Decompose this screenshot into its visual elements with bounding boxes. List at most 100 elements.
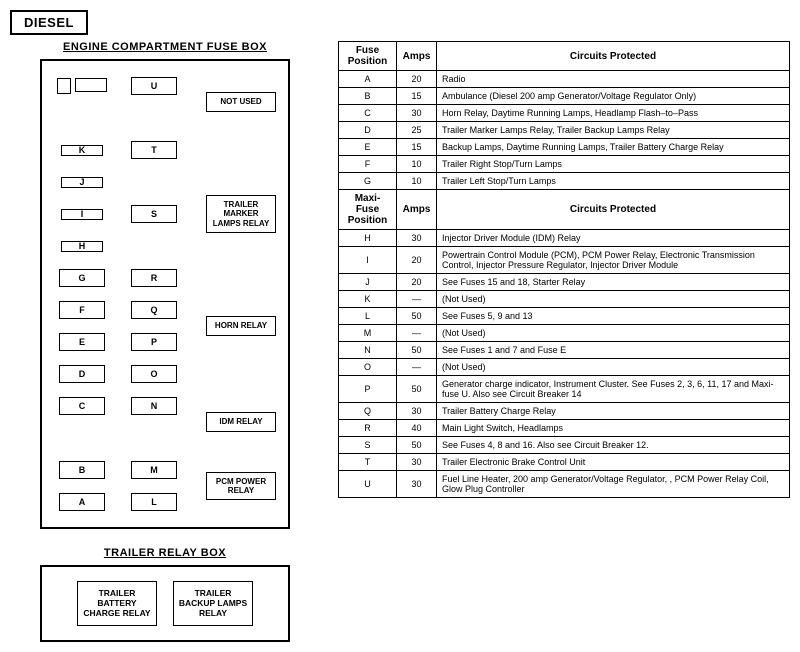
relay-pcm-power: PCM POWER RELAY — [206, 472, 276, 500]
cell-position: N — [339, 342, 397, 359]
cell-circuits: See Fuses 5, 9 and 13 — [437, 308, 790, 325]
cell-circuits: (Not Used) — [437, 325, 790, 342]
fuse-slot-s: S — [131, 205, 177, 223]
cell-circuits: See Fuses 15 and 18, Starter Relay — [437, 274, 790, 291]
cell-amps: — — [397, 359, 437, 376]
cell-amps: — — [397, 291, 437, 308]
cell-amps: 30 — [397, 471, 437, 498]
trailer-relay-box: TRAILER BATTERY CHARGE RELAY TRAILER BAC… — [40, 565, 290, 642]
fuse-slot-d: D — [59, 365, 105, 383]
fuse-slot-a: A — [59, 493, 105, 511]
fuse-slot-n: N — [131, 397, 177, 415]
cell-amps: 50 — [397, 342, 437, 359]
cell-amps: 15 — [397, 88, 437, 105]
cell-position: B — [339, 88, 397, 105]
cell-position: C — [339, 105, 397, 122]
cell-position: J — [339, 274, 397, 291]
table-header-maxi: Maxi-Fuse Position Amps Circuits Protect… — [339, 190, 790, 230]
trailer-backup-lamps-relay: TRAILER BACKUP LAMPS RELAY — [173, 581, 253, 626]
cell-position: M — [339, 325, 397, 342]
cell-position: U — [339, 471, 397, 498]
cell-amps: 30 — [397, 230, 437, 247]
table-row: C30Horn Relay, Daytime Running Lamps, He… — [339, 105, 790, 122]
table-row: E15Backup Lamps, Daytime Running Lamps, … — [339, 139, 790, 156]
cell-position: H — [339, 230, 397, 247]
engine-box-title: ENGINE COMPARTMENT FUSE BOX — [10, 41, 320, 53]
table-row: J20See Fuses 15 and 18, Starter Relay — [339, 274, 790, 291]
table-row: U30Fuel Line Heater, 200 amp Generator/V… — [339, 471, 790, 498]
cell-position: O — [339, 359, 397, 376]
cell-position: F — [339, 156, 397, 173]
table-row: H30Injector Driver Module (IDM) Relay — [339, 230, 790, 247]
right-column: Fuse Position Amps Circuits Protected A2… — [338, 41, 790, 498]
cell-amps: 50 — [397, 308, 437, 325]
cell-circuits: Powertrain Control Module (PCM), PCM Pow… — [437, 247, 790, 274]
cell-circuits: Main Light Switch, Headlamps — [437, 420, 790, 437]
fuse-slot-k: K — [61, 145, 103, 156]
table-row: R40Main Light Switch, Headlamps — [339, 420, 790, 437]
cell-amps: 10 — [397, 173, 437, 190]
cell-amps: 15 — [397, 139, 437, 156]
table-row: Q30Trailer Battery Charge Relay — [339, 403, 790, 420]
table-row: A20Radio — [339, 71, 790, 88]
fuse-slot-p: P — [131, 333, 177, 351]
cell-circuits: Trailer Battery Charge Relay — [437, 403, 790, 420]
table-header-fuse: Fuse Position Amps Circuits Protected — [339, 42, 790, 71]
cell-amps: 50 — [397, 376, 437, 403]
table-row: L50See Fuses 5, 9 and 13 — [339, 308, 790, 325]
cell-amps: 20 — [397, 71, 437, 88]
cell-amps: 25 — [397, 122, 437, 139]
fuse-slot-r: R — [131, 269, 177, 287]
cell-circuits: Backup Lamps, Daytime Running Lamps, Tra… — [437, 139, 790, 156]
fuse-slot-j: J — [61, 177, 103, 188]
table-row: B15Ambulance (Diesel 200 amp Generator/V… — [339, 88, 790, 105]
left-column: ENGINE COMPARTMENT FUSE BOX U NOT USED K… — [10, 41, 320, 642]
table-row: O—(Not Used) — [339, 359, 790, 376]
table-row: I20Powertrain Control Module (PCM), PCM … — [339, 247, 790, 274]
cell-circuits: Trailer Left Stop/Turn Lamps — [437, 173, 790, 190]
cell-circuits: Generator charge indicator, Instrument C… — [437, 376, 790, 403]
cell-position: K — [339, 291, 397, 308]
cell-circuits: (Not Used) — [437, 359, 790, 376]
fuse-slot-o: O — [131, 365, 177, 383]
cell-circuits: Trailer Right Stop/Turn Lamps — [437, 156, 790, 173]
table-row: M—(Not Used) — [339, 325, 790, 342]
fuse-slot-b: B — [59, 461, 105, 479]
hdr-maxi-amps: Amps — [397, 190, 437, 230]
cell-circuits: Ambulance (Diesel 200 amp Generator/Volt… — [437, 88, 790, 105]
cell-position: G — [339, 173, 397, 190]
cell-circuits: Radio — [437, 71, 790, 88]
cell-circuits: Trailer Electronic Brake Control Unit — [437, 454, 790, 471]
cell-circuits: Trailer Marker Lamps Relay, Trailer Back… — [437, 122, 790, 139]
relay-horn: HORN RELAY — [206, 316, 276, 335]
cell-circuits: See Fuses 1 and 7 and Fuse E — [437, 342, 790, 359]
cell-position: R — [339, 420, 397, 437]
fuse-table: Fuse Position Amps Circuits Protected A2… — [338, 41, 790, 498]
cell-circuits: Fuel Line Heater, 200 amp Generator/Volt… — [437, 471, 790, 498]
cell-amps: 30 — [397, 403, 437, 420]
hdr-maxi-position: Maxi-Fuse Position — [339, 190, 397, 230]
cell-amps: 40 — [397, 420, 437, 437]
cell-amps: 20 — [397, 247, 437, 274]
fuse-slot-i: I — [61, 209, 103, 220]
cell-circuits: See Fuses 4, 8 and 16. Also see Circuit … — [437, 437, 790, 454]
cell-amps: 10 — [397, 156, 437, 173]
cell-position: P — [339, 376, 397, 403]
fuse-slot-g: G — [59, 269, 105, 287]
table-row: S50See Fuses 4, 8 and 16. Also see Circu… — [339, 437, 790, 454]
hdr-maxi-circuits: Circuits Protected — [437, 190, 790, 230]
fuse-slot-q: Q — [131, 301, 177, 319]
cell-position: D — [339, 122, 397, 139]
cell-position: L — [339, 308, 397, 325]
hdr-fuse-position: Fuse Position — [339, 42, 397, 71]
fuse-slot-f: F — [59, 301, 105, 319]
table-row: P50Generator charge indicator, Instrumen… — [339, 376, 790, 403]
fuse-slot-l: L — [131, 493, 177, 511]
cell-position: I — [339, 247, 397, 274]
table-row: F10Trailer Right Stop/Turn Lamps — [339, 156, 790, 173]
cell-amps: — — [397, 325, 437, 342]
table-row: K—(Not Used) — [339, 291, 790, 308]
fuse-slot-u: U — [131, 77, 177, 95]
table-row: G10Trailer Left Stop/Turn Lamps — [339, 173, 790, 190]
fuse-slot-c: C — [59, 397, 105, 415]
